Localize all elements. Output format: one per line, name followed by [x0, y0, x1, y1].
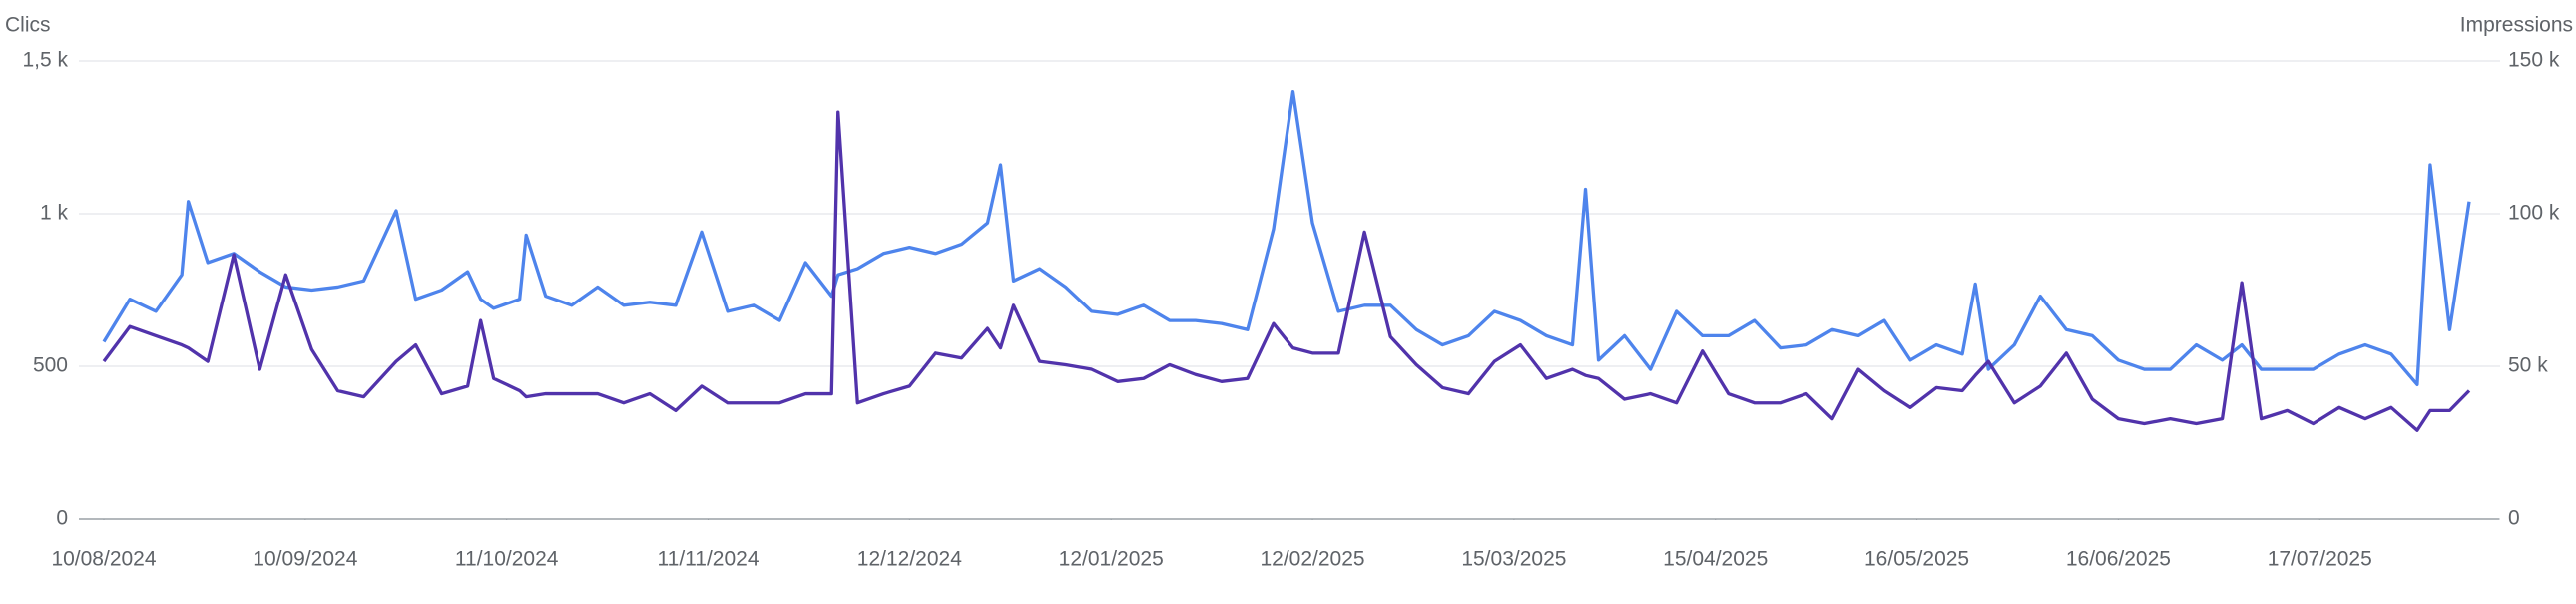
y2-axis-title: Impressions: [2460, 14, 2573, 37]
y2-tick-label: 150 k: [2508, 49, 2560, 72]
y2-tick-label: 100 k: [2508, 202, 2560, 225]
x-tick-label: 12/02/2025: [1260, 548, 1364, 571]
y-tick-label: 0: [56, 507, 68, 530]
x-tick-label: 10/08/2024: [51, 548, 156, 571]
y-tick-label: 1 k: [40, 202, 69, 225]
x-tick-label: 15/03/2025: [1461, 548, 1566, 571]
x-tick-label: 11/10/2024: [455, 548, 559, 571]
y2-tick-label: 50 k: [2508, 354, 2548, 377]
series-line: [102, 89, 2471, 387]
y-tick-label: 500: [33, 354, 68, 377]
x-tick-label: 16/05/2025: [1864, 548, 1969, 571]
y2-tick-label: 0: [2508, 507, 2520, 530]
x-tick-label: 16/06/2025: [2066, 548, 2171, 571]
series-line: [102, 110, 2471, 432]
x-tick-label: 17/07/2025: [2268, 548, 2372, 571]
y-tick-label: 1,5 k: [22, 49, 68, 72]
y-axis-title: Clics: [5, 14, 51, 37]
x-tick-label: 12/12/2024: [857, 548, 962, 571]
x-tick-label: 10/09/2024: [253, 548, 357, 571]
x-tick-label: 12/01/2025: [1059, 548, 1164, 571]
x-tick-label: 15/04/2025: [1663, 548, 1768, 571]
x-tick-label: 11/11/2024: [658, 548, 760, 571]
